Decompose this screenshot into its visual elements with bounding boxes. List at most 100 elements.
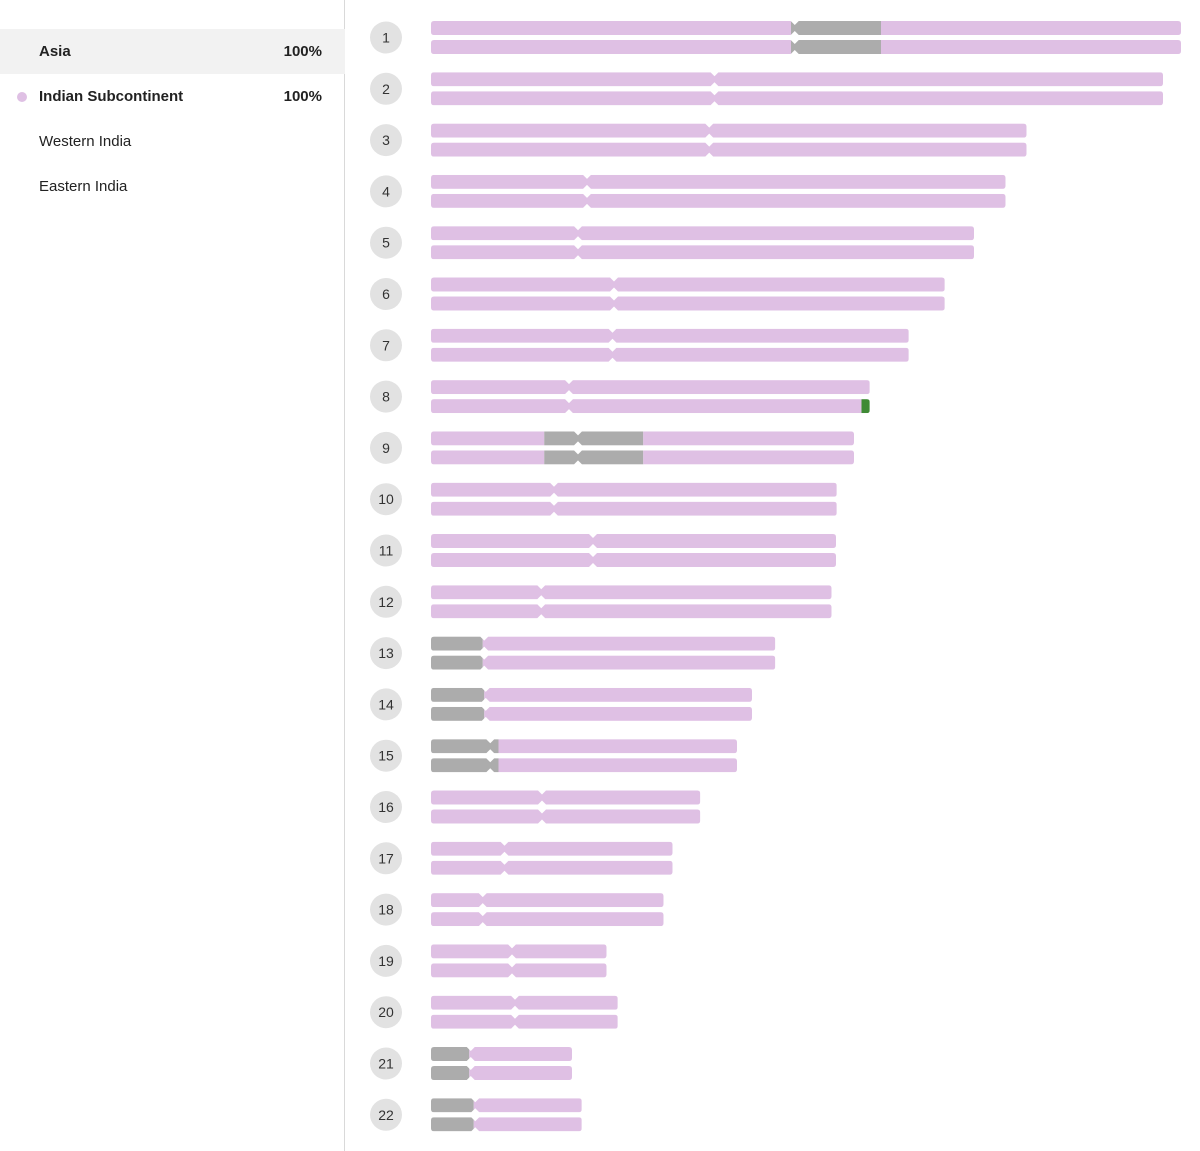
chromosome-13-copy-2-segment-unassigned[interactable] <box>431 655 483 670</box>
chromosome-6[interactable]: 6 <box>370 277 945 311</box>
chromosome-9-copy-2-segment-unassigned[interactable] <box>544 450 644 465</box>
region-row-western-india[interactable]: Western India <box>0 119 345 164</box>
chromosome-19-copy-1-segment-ancestry[interactable] <box>431 944 607 959</box>
region-name: Eastern India <box>39 178 128 195</box>
chromosome-10-copy-2-segment-ancestry[interactable] <box>431 501 837 516</box>
chromosome-18-copy-2-segment-ancestry[interactable] <box>431 912 664 927</box>
chromosome-11[interactable]: 11 <box>370 534 836 567</box>
chromosome-18-copy-1-segment-ancestry[interactable] <box>431 893 664 908</box>
chromosome-15-copy-2-segment-unassigned[interactable] <box>431 758 499 773</box>
chromosome-1-copy-1-segment-ancestry[interactable] <box>431 21 791 35</box>
chromosome-1-copy-1-segment-ancestry[interactable] <box>881 21 1181 35</box>
chromosome-7-copy-2-segment-ancestry[interactable] <box>431 347 909 362</box>
chromosome-16[interactable]: 16 <box>370 790 701 824</box>
chromosome-5-copy-2-segment-ancestry[interactable] <box>431 245 974 260</box>
chromosome-15-copy-2-segment-ancestry[interactable] <box>498 758 738 773</box>
chromosome-15-copy-1-segment-ancestry[interactable] <box>498 739 738 754</box>
chromosome-8-copy-2-segment-ancestry[interactable] <box>431 399 862 414</box>
chromosome-1-copy-2-segment-ancestry[interactable] <box>881 40 1181 54</box>
chromosome-number-label: 7 <box>382 337 390 353</box>
chromosome-11-copy-2-segment-ancestry[interactable] <box>431 553 836 567</box>
chromosome-10[interactable]: 10 <box>370 482 837 516</box>
chromosome-3-copy-2-segment-ancestry[interactable] <box>431 142 1027 157</box>
chromosome-13[interactable]: 13 <box>370 636 776 670</box>
chromosome-22-copy-1-segment-unassigned[interactable] <box>431 1098 474 1113</box>
chromosome-number-badge <box>370 1047 402 1080</box>
chromosome-22-copy-2-segment-unassigned[interactable] <box>431 1117 474 1132</box>
chromosome-13-copy-1-segment-unassigned[interactable] <box>431 636 483 651</box>
chromosome-8-copy-1-segment-ancestry[interactable] <box>431 380 870 395</box>
chromosome-16-copy-1-segment-ancestry[interactable] <box>431 790 701 805</box>
chromosome-6-copy-1-segment-ancestry[interactable] <box>431 277 945 292</box>
chromosome-14-copy-1-segment-unassigned[interactable] <box>431 687 485 702</box>
region-row-asia[interactable]: Asia 100% <box>0 29 345 74</box>
chromosome-11-copy-1-segment-ancestry[interactable] <box>431 534 836 548</box>
chromosome-15[interactable]: 15 <box>370 739 738 773</box>
chromosome-1-copy-2-segment-unassigned[interactable] <box>791 40 881 54</box>
chromosome-9-copy-1-segment-ancestry[interactable] <box>431 431 545 446</box>
chromosome-9-copy-2-segment-ancestry[interactable] <box>643 450 854 465</box>
chromosome-17-copy-1-segment-ancestry[interactable] <box>431 841 673 856</box>
chromosome-9-copy-1-segment-unassigned[interactable] <box>544 431 644 446</box>
chromosome-17-copy-2-segment-ancestry[interactable] <box>431 860 673 875</box>
chromosome-1-copy-1-segment-unassigned[interactable] <box>791 21 881 35</box>
chromosome-9-copy-2-segment-ancestry[interactable] <box>431 450 545 465</box>
chromosome-21[interactable]: 21 <box>370 1047 572 1080</box>
chromosome-13-copy-1-segment-ancestry[interactable] <box>482 636 776 651</box>
chromosome-12-copy-1-segment-ancestry[interactable] <box>431 585 832 600</box>
region-name: Asia <box>39 43 71 60</box>
chromosome-14[interactable]: 14 <box>370 687 752 721</box>
chromosome-4-copy-1-segment-ancestry[interactable] <box>431 174 1006 189</box>
chromosome-19-copy-2-segment-ancestry[interactable] <box>431 963 607 978</box>
chromosome-1-copy-2-segment-ancestry[interactable] <box>431 40 791 54</box>
region-row-indian-subcontinent[interactable]: Indian Subcontinent 100% <box>0 74 345 119</box>
chromosome-7[interactable]: 7 <box>370 328 909 362</box>
chromosome-13-copy-2-segment-ancestry[interactable] <box>482 655 776 670</box>
chromosome-5-copy-1-segment-ancestry[interactable] <box>431 226 974 241</box>
region-row-eastern-india[interactable]: Eastern India <box>0 164 345 209</box>
chromosome-14-copy-2-segment-ancestry[interactable] <box>484 706 752 721</box>
chromosome-20-copy-2-segment-ancestry[interactable] <box>431 1014 618 1029</box>
chromosome-22-copy-1-segment-ancestry[interactable] <box>473 1098 582 1113</box>
chromosome-21-copy-1-segment-ancestry[interactable] <box>469 1047 572 1061</box>
chromosome-14-copy-2-segment-unassigned[interactable] <box>431 706 485 721</box>
chromosome-21-copy-2-segment-unassigned[interactable] <box>431 1066 470 1080</box>
chromosome-6-copy-2-segment-ancestry[interactable] <box>431 296 945 311</box>
chromosome-2-copy-2-segment-ancestry[interactable] <box>431 91 1163 106</box>
chromosome-14-copy-1-segment-ancestry[interactable] <box>484 687 752 702</box>
chromosome-21-copy-2-segment-ancestry[interactable] <box>469 1066 572 1080</box>
chromosome-5[interactable]: 5 <box>370 226 974 260</box>
chromosome-2-copy-1-segment-ancestry[interactable] <box>431 72 1163 87</box>
chromosome-15-copy-1-segment-unassigned[interactable] <box>431 739 499 754</box>
chromosome-9-copy-1-segment-ancestry[interactable] <box>643 431 854 446</box>
chromosome-1[interactable]: 1 <box>370 21 1181 54</box>
chromosome-16-copy-2-segment-ancestry[interactable] <box>431 809 701 824</box>
chromosome-21-copy-1-segment-unassigned[interactable] <box>431 1047 470 1061</box>
chromosome-22[interactable]: 22 <box>370 1098 582 1132</box>
chromosome-number-label: 10 <box>378 491 394 507</box>
chromosome-10-copy-1-segment-ancestry[interactable] <box>431 482 837 497</box>
chromosome-17[interactable]: 17 <box>370 841 673 875</box>
chromosome-number-badge <box>370 585 402 618</box>
chromosome-20[interactable]: 20 <box>370 995 618 1029</box>
chromosome-22-copy-2-segment-ancestry[interactable] <box>473 1117 582 1132</box>
chromosome-7-copy-1-segment-ancestry[interactable] <box>431 328 909 343</box>
chromosome-3[interactable]: 3 <box>370 123 1027 157</box>
chromosome-12[interactable]: 12 <box>370 585 832 619</box>
chromosome-8[interactable]: 8 <box>370 380 870 414</box>
chromosome-number-badge <box>370 483 402 516</box>
chromosome-2[interactable]: 2 <box>370 72 1163 106</box>
chromosome-12-copy-2-segment-ancestry[interactable] <box>431 604 832 619</box>
chromosome-4[interactable]: 4 <box>370 174 1006 208</box>
chromosome-3-copy-1-segment-ancestry[interactable] <box>431 123 1027 138</box>
chromosome-number-badge <box>370 534 402 567</box>
chromosome-9[interactable]: 9 <box>370 431 854 465</box>
chromosome-8-copy-2-segment-highlight[interactable] <box>861 399 870 414</box>
chromosome-number-label: 13 <box>378 645 394 661</box>
region-name: Indian Subcontinent <box>39 88 184 105</box>
chromosome-18[interactable]: 18 <box>370 893 664 927</box>
chromosome-20-copy-1-segment-ancestry[interactable] <box>431 995 618 1010</box>
chromosome-19[interactable]: 19 <box>370 944 607 978</box>
chromosome-4-copy-2-segment-ancestry[interactable] <box>431 193 1006 208</box>
